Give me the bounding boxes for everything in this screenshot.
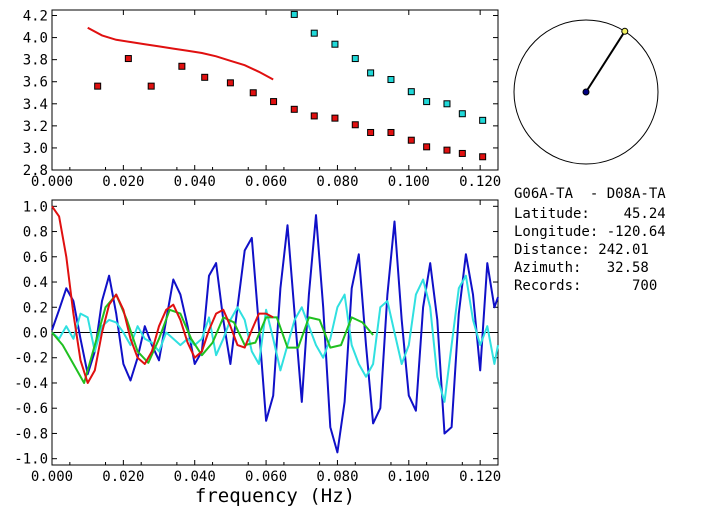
x-axis-title: frequency (Hz) <box>195 485 355 507</box>
x-tick-label: 0.020 <box>102 469 144 485</box>
y-tick-label: 3.6 <box>23 75 48 91</box>
velocity-data <box>87 10 487 161</box>
velocity-point <box>201 73 209 81</box>
y-tick-label: -0.2 <box>14 351 48 367</box>
y-tick-label: 3.0 <box>23 141 48 157</box>
y-tick-label: 0.8 <box>23 225 48 241</box>
x-tick-label: 0.040 <box>174 174 216 190</box>
correlation-x-ticks: 0.000 0.020 0.040 0.060 0.080 0.100 0.120 <box>31 200 501 485</box>
y-tick-label: -0.4 <box>14 376 48 392</box>
velocity-point <box>479 116 487 124</box>
velocity-panel: 0.000 0.020 0.040 0.060 0.080 0.100 0.120 2.8 3… <box>23 9 502 190</box>
velocity-point <box>331 40 339 48</box>
velocity-point <box>407 88 415 96</box>
velocity-point <box>249 89 257 97</box>
x-tick-label: 0.120 <box>459 469 501 485</box>
velocity-point <box>310 29 318 37</box>
x-tick-label: 0.020 <box>102 174 144 190</box>
x-tick-label: 0.120 <box>459 174 501 190</box>
latitude-label: Latitude: 45.24 <box>514 206 666 222</box>
velocity-y-ticks: 2.8 3.0 3.2 3.4 3.6 3.8 4.0 4.2 <box>23 9 498 179</box>
station-pair-label: G06A-TA - D08A-TA <box>514 186 666 202</box>
records-label: Records: 700 <box>514 278 657 294</box>
station-dot <box>582 88 590 96</box>
correlation-data <box>51 205 499 454</box>
y-tick-label: -1.0 <box>14 452 48 468</box>
correlation-series-line <box>51 293 374 384</box>
velocity-point <box>226 79 234 87</box>
velocity-point <box>290 10 298 18</box>
velocity-point <box>423 143 431 151</box>
velocity-point <box>458 149 466 157</box>
velocity-point <box>124 55 132 63</box>
velocity-point <box>270 98 278 106</box>
longitude-label: Longitude: -120.64 <box>514 224 666 240</box>
velocity-point <box>331 114 339 122</box>
velocity-point <box>290 105 298 113</box>
velocity-point <box>367 128 375 136</box>
velocity-point <box>443 146 451 154</box>
x-tick-label: 0.080 <box>316 469 358 485</box>
y-tick-label: 0.2 <box>23 300 48 316</box>
station-info: G06A-TA - D08A-TA Latitude: 45.24 Longit… <box>514 186 666 294</box>
azimuth-map <box>513 19 659 165</box>
velocity-point <box>367 69 375 77</box>
correlation-series-line <box>51 274 499 403</box>
velocity-point <box>94 82 102 90</box>
correlation-panel: 0.000 0.020 0.040 0.060 0.080 0.100 0.120 1.00… <box>14 199 501 507</box>
azimuth-label: Azimuth: 32.58 <box>514 260 649 276</box>
x-tick-label: 0.060 <box>245 174 287 190</box>
x-tick-label: 0.000 <box>31 174 73 190</box>
y-tick-label: 3.2 <box>23 119 48 135</box>
correlation-y-ticks: 1.0 0.8 0.6 0.4 0.2 0.0 -0.2 -0.4 -0.6 -0.8 -1.0 <box>14 199 498 468</box>
x-tick-label: 0.100 <box>388 174 430 190</box>
y-tick-label: 0.4 <box>23 275 48 291</box>
velocity-point <box>147 82 155 90</box>
velocity-point <box>443 100 451 108</box>
reference-velocity-curve <box>87 26 274 81</box>
x-tick-label: 0.000 <box>31 469 73 485</box>
azimuth-line <box>585 30 626 93</box>
x-tick-label: 0.040 <box>174 469 216 485</box>
y-tick-label: 3.8 <box>23 53 48 69</box>
velocity-point <box>387 128 395 136</box>
velocity-point <box>407 136 415 144</box>
y-tick-label: 1.0 <box>23 199 48 215</box>
map-circle <box>513 19 659 165</box>
y-tick-label: 4.0 <box>23 31 48 47</box>
velocity-plot-frame <box>51 9 499 171</box>
correlation-series-line <box>51 205 274 384</box>
velocity-point <box>423 98 431 106</box>
velocity-point <box>310 112 318 120</box>
x-tick-label: 0.100 <box>388 469 430 485</box>
velocity-point <box>178 62 186 70</box>
velocity-point <box>387 76 395 84</box>
partner-station-dot <box>621 27 629 35</box>
velocity-point <box>351 121 359 129</box>
velocity-x-ticks: 0.000 0.020 0.040 0.060 0.080 0.100 0.120 <box>31 10 501 190</box>
y-tick-label: -0.8 <box>14 426 48 442</box>
velocity-point <box>351 55 359 63</box>
y-tick-label: 0.6 <box>23 250 48 266</box>
distance-label: Distance: 242.01 <box>514 242 649 258</box>
y-tick-label: 2.8 <box>23 163 48 179</box>
correlation-series-line <box>51 214 499 454</box>
x-tick-label: 0.080 <box>316 174 358 190</box>
y-tick-label: 0.0 <box>23 326 48 342</box>
y-tick-label: 3.4 <box>23 97 48 113</box>
x-tick-label: 0.060 <box>245 469 287 485</box>
velocity-point <box>458 110 466 118</box>
velocity-point <box>479 153 487 161</box>
y-tick-label: -0.6 <box>14 401 48 417</box>
y-tick-label: 4.2 <box>23 9 48 25</box>
